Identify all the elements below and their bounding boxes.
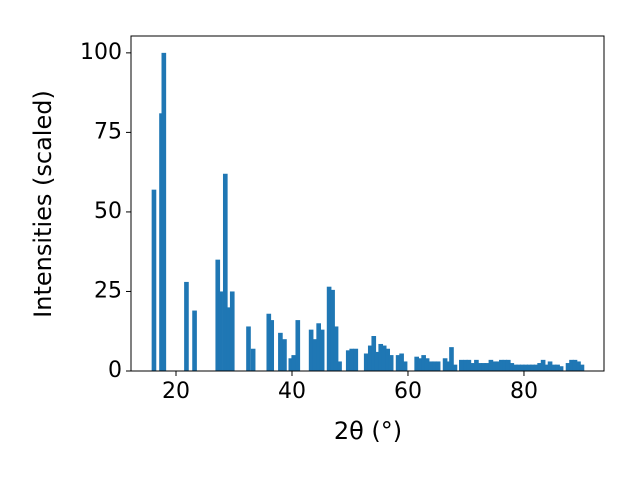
- bar: [250, 348, 256, 371]
- x-tick-label: 40: [278, 379, 306, 404]
- bar: [533, 364, 539, 371]
- y-tick-label: 100: [80, 40, 122, 65]
- bar: [445, 361, 451, 371]
- bar: [215, 259, 221, 371]
- bar: [151, 189, 157, 371]
- y-tick-label: 50: [94, 199, 122, 224]
- bar: [291, 355, 297, 371]
- bar: [326, 286, 332, 371]
- bar: [218, 291, 223, 371]
- bar: [278, 332, 283, 371]
- bar: [459, 359, 464, 371]
- bar: [269, 320, 275, 371]
- bar: [337, 361, 342, 371]
- bar: [161, 52, 167, 371]
- bar: [421, 355, 426, 371]
- bar: [316, 323, 321, 371]
- bar: [353, 348, 359, 371]
- bar: [565, 363, 571, 371]
- bar: [449, 347, 454, 371]
- bar: [388, 355, 394, 371]
- plot-frame: [130, 35, 605, 372]
- bar: [519, 364, 525, 371]
- bar: [555, 364, 560, 371]
- bar: [319, 329, 325, 371]
- bar: [547, 361, 553, 371]
- bar: [381, 345, 387, 371]
- bar: [363, 353, 369, 371]
- bar: [428, 361, 434, 371]
- bar: [505, 359, 511, 371]
- bar: [509, 363, 515, 371]
- bar: [414, 356, 419, 371]
- bar: [266, 313, 272, 371]
- bar: [477, 363, 483, 371]
- bar: [385, 348, 391, 371]
- bar: [308, 329, 314, 371]
- bar: [367, 345, 373, 371]
- bar: [540, 359, 546, 371]
- bar: [544, 364, 549, 371]
- bar: [288, 358, 294, 371]
- bar: [466, 359, 472, 371]
- bar: [470, 363, 475, 371]
- bar: [530, 364, 535, 371]
- bar: [463, 359, 468, 371]
- bar: [523, 364, 529, 371]
- bar: [551, 364, 557, 371]
- bar: [295, 320, 301, 371]
- bar: [246, 326, 251, 371]
- bar: [537, 363, 542, 371]
- bar: [330, 289, 335, 371]
- bar: [452, 364, 458, 371]
- bar: [499, 359, 504, 371]
- bar: [424, 358, 430, 371]
- y-axis-label: Intensities (scaled): [29, 90, 57, 318]
- bar: [474, 359, 479, 371]
- y-tick-label: 0: [108, 358, 122, 383]
- bar: [226, 307, 232, 371]
- bar: [512, 364, 518, 371]
- bar: [576, 361, 581, 371]
- bar: [229, 291, 235, 371]
- bar: [432, 361, 437, 371]
- bar: [435, 361, 441, 371]
- x-tick-label: 60: [394, 379, 422, 404]
- bar: [417, 358, 423, 371]
- bar: [333, 326, 339, 371]
- bar: [395, 355, 401, 371]
- bar: [495, 361, 501, 371]
- bar: [488, 359, 494, 371]
- bar: [481, 363, 486, 371]
- bar: [492, 361, 497, 371]
- bar: [558, 366, 564, 371]
- y-tick-label: 75: [94, 119, 122, 144]
- y-tick-label: 25: [94, 278, 122, 303]
- bar: [399, 353, 404, 371]
- bar: [516, 364, 522, 371]
- bar: [345, 350, 351, 371]
- bar: [374, 351, 380, 371]
- x-tick-label: 80: [510, 379, 538, 404]
- x-axis-label: 2θ (°): [334, 417, 402, 445]
- bar: [371, 336, 377, 371]
- bar: [579, 364, 585, 371]
- bar: [572, 359, 578, 371]
- bar: [526, 364, 532, 371]
- bar: [502, 359, 508, 371]
- bar: [184, 281, 189, 371]
- bar: [312, 339, 318, 371]
- bar: [349, 348, 355, 371]
- x-tick-label: 20: [162, 379, 190, 404]
- bar: [402, 361, 408, 371]
- bar: [569, 359, 574, 371]
- bar: [222, 173, 228, 371]
- bar: [192, 310, 197, 371]
- bar: [442, 358, 448, 371]
- bar: [282, 339, 287, 371]
- bar: [378, 343, 384, 371]
- bar: [484, 363, 490, 371]
